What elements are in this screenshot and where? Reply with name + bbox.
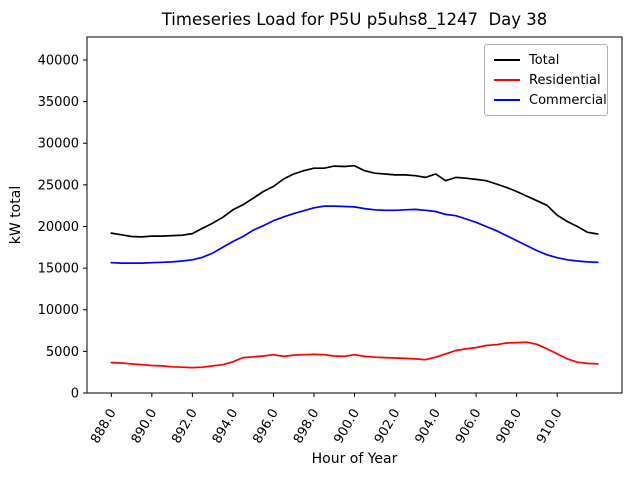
legend-item-total: Total <box>494 50 599 70</box>
x-tick-label: 888.0 <box>88 407 120 447</box>
x-tick-label: 896.0 <box>250 407 282 447</box>
y-tick-label: 20000 <box>38 220 79 235</box>
legend-label: Commercial <box>529 92 607 108</box>
y-tick-label: 25000 <box>38 178 79 193</box>
legend-label: Residential <box>529 72 601 88</box>
y-tick-label: 5000 <box>46 345 79 360</box>
x-tick-label: 908.0 <box>493 407 525 447</box>
legend-label: Total <box>529 52 560 68</box>
x-tick-label: 890.0 <box>129 407 161 447</box>
x-tick-label: 898.0 <box>291 407 323 447</box>
y-tick-label: 10000 <box>38 303 79 318</box>
y-tick-label: 40000 <box>38 53 79 68</box>
x-tick-label: 900.0 <box>331 407 363 447</box>
residential-line-swatch-icon <box>494 79 520 81</box>
series-line-commercial <box>110 205 599 264</box>
x-axis-label: Hour of Year <box>312 451 398 467</box>
series-line-total <box>110 164 599 238</box>
y-axis-label: kW total <box>8 186 24 244</box>
x-tick-label: 894.0 <box>210 407 242 447</box>
series-line-residential <box>110 341 599 369</box>
x-tick-label: 910.0 <box>534 407 566 447</box>
y-tick-label: 30000 <box>38 137 79 152</box>
legend-item-residential: Residential <box>494 70 601 90</box>
x-tick-label: 904.0 <box>412 407 444 447</box>
legend-item-commercial: Commercial <box>494 90 607 110</box>
x-tick-label: 892.0 <box>169 407 201 447</box>
total-line-swatch-icon <box>494 59 520 61</box>
commercial-line-swatch-icon <box>494 99 520 101</box>
y-tick-label: 15000 <box>38 262 79 277</box>
y-tick-label: 0 <box>71 387 79 402</box>
x-tick-label: 902.0 <box>372 407 404 447</box>
y-tick-label: 35000 <box>38 95 79 110</box>
x-tick-label: 906.0 <box>453 407 485 447</box>
chart-title: Timeseries Load for P5U p5uhs8_1247 Day … <box>161 10 548 29</box>
legend: Total Residential Commercial <box>484 44 608 116</box>
